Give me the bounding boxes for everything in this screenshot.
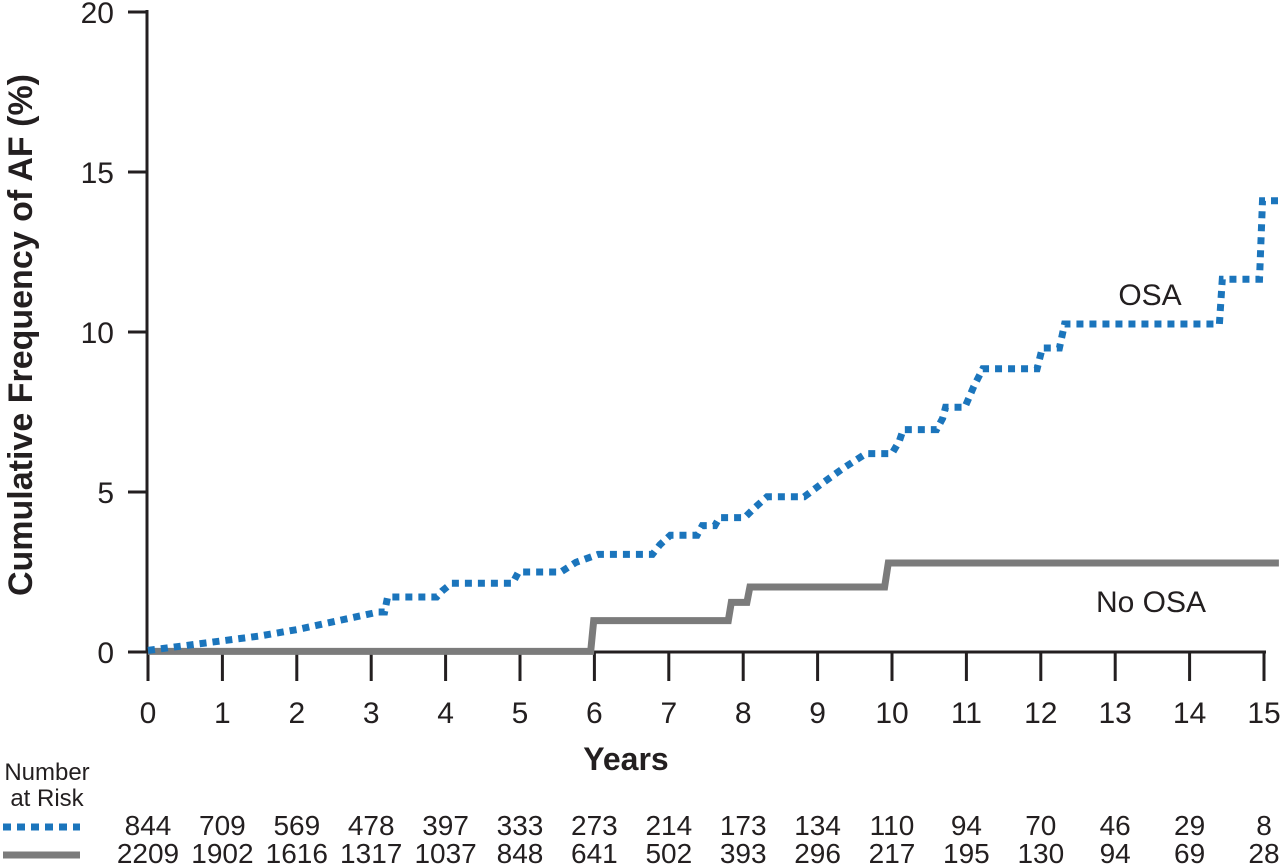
risk-value: 195 [943, 838, 990, 864]
risk-value: 569 [273, 810, 320, 841]
risk-value: 478 [348, 810, 395, 841]
x-tick-label: 12 [1024, 697, 1057, 730]
y-axis-title: Cumulative Frequency of AF (%) [2, 74, 40, 596]
no-osa-curve [148, 559, 1279, 655]
risk-value: 214 [645, 810, 692, 841]
osa-curve-label: OSA [1118, 279, 1181, 312]
x-tick-label: 5 [512, 697, 529, 730]
risk-value: 134 [794, 810, 841, 841]
risk-value: 1317 [340, 838, 402, 864]
curves [147, 197, 1279, 655]
risk-value: 296 [794, 838, 841, 864]
y-tick-label: 0 [97, 637, 114, 670]
risk-value: 2209 [117, 838, 179, 864]
risk-value: 333 [497, 810, 544, 841]
x-tick-label: 7 [660, 697, 677, 730]
risk-value: 8 [1256, 810, 1272, 841]
y-tick-label: 20 [81, 0, 114, 30]
risk-value: 844 [125, 810, 172, 841]
x-tick-label: 2 [288, 697, 305, 730]
risk-value: 94 [1100, 838, 1131, 864]
risk-value: 46 [1100, 810, 1131, 841]
risk-value: 1616 [266, 838, 328, 864]
x-tick-label: 15 [1247, 697, 1280, 730]
y-tick-label: 15 [81, 157, 114, 190]
risk-value: 29 [1174, 810, 1205, 841]
risk-value: 69 [1174, 838, 1205, 864]
y-tick-label: 10 [81, 317, 114, 350]
risk-value: 393 [720, 838, 767, 864]
x-tick-label: 11 [951, 697, 982, 730]
no-osa-curve-label: No OSA [1096, 586, 1206, 619]
risk-value: 1902 [191, 838, 253, 864]
x-tick-label: 6 [586, 697, 603, 730]
risk-value: 110 [870, 810, 915, 841]
risk-value: 502 [645, 838, 692, 864]
risk-value: 94 [951, 810, 982, 841]
x-axis-title: Years [583, 741, 668, 777]
risk-value: 709 [199, 810, 246, 841]
risk-value: 641 [571, 838, 618, 864]
risk-header-line1: Number [4, 759, 89, 786]
risk-value: 28 [1248, 838, 1279, 864]
osa-curve [147, 197, 1279, 654]
risk-value: 1037 [414, 838, 476, 864]
risk-value: 70 [1025, 810, 1056, 841]
risk-table: 844 709 569 478 397 333 273 214 173 134 110 94 70 46 2… [3, 810, 1280, 864]
risk-value: 273 [571, 810, 618, 841]
x-tick-label: 8 [735, 697, 752, 730]
x-tick-label: 3 [363, 697, 380, 730]
risk-value: 397 [422, 810, 469, 841]
x-tick-label: 1 [214, 697, 231, 730]
x-tick-label: 0 [140, 697, 157, 730]
y-tick-label: 5 [97, 477, 114, 510]
x-tick-label: 9 [809, 697, 826, 730]
x-tick-label: 4 [437, 697, 454, 730]
risk-value: 173 [720, 810, 767, 841]
x-tick-label: 14 [1173, 697, 1206, 730]
risk-header-line2: at Risk [10, 785, 84, 812]
risk-value: 217 [869, 838, 916, 864]
risk-value: 848 [497, 838, 544, 864]
x-tick-label: 13 [1099, 697, 1132, 730]
risk-value: 130 [1017, 838, 1064, 864]
x-tick-label: 10 [875, 697, 908, 730]
